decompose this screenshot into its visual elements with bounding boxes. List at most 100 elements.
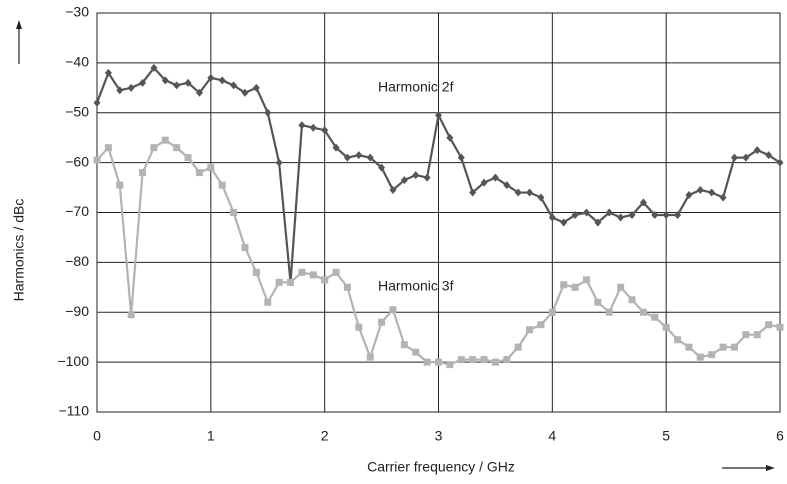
point — [696, 353, 704, 361]
point — [457, 356, 465, 364]
point — [230, 81, 238, 90]
point — [605, 308, 613, 316]
point — [753, 331, 761, 339]
point — [605, 208, 613, 217]
point — [503, 181, 511, 190]
point — [560, 218, 568, 227]
point — [776, 323, 784, 331]
point — [241, 88, 249, 97]
point — [480, 356, 488, 364]
point — [116, 86, 124, 95]
point — [628, 210, 636, 219]
y-tick-label: −60 — [65, 153, 89, 169]
point — [719, 343, 727, 351]
point — [514, 343, 522, 351]
x-tick-label: 1 — [207, 428, 215, 444]
point — [150, 63, 158, 72]
point — [389, 186, 397, 195]
point — [139, 78, 147, 87]
point — [435, 358, 442, 366]
point — [298, 268, 306, 276]
point — [127, 83, 135, 92]
point — [696, 186, 704, 195]
point — [457, 153, 465, 162]
x-tick-label: 3 — [435, 428, 443, 444]
point — [400, 176, 408, 185]
point — [378, 318, 386, 326]
point — [412, 171, 420, 180]
point — [195, 88, 203, 97]
x-tick-label: 5 — [662, 428, 670, 444]
point — [742, 153, 750, 162]
point — [742, 331, 750, 339]
point — [139, 169, 147, 177]
x-tick-label: 2 — [321, 428, 329, 444]
point — [104, 144, 112, 152]
point — [104, 68, 112, 77]
point — [184, 154, 192, 162]
point — [195, 169, 203, 177]
point — [207, 73, 215, 82]
point — [173, 81, 181, 90]
y-tick-label: −50 — [65, 103, 89, 119]
point — [355, 323, 363, 331]
point — [343, 153, 351, 162]
y-arrow — [16, 20, 22, 64]
y-tick-label: −90 — [65, 303, 89, 319]
point — [184, 78, 192, 87]
point — [753, 146, 761, 155]
point — [309, 123, 317, 132]
point — [446, 133, 454, 142]
point — [776, 158, 784, 167]
y-tick-label: −70 — [65, 203, 89, 219]
point — [150, 144, 158, 152]
point — [560, 281, 568, 289]
point — [343, 283, 351, 291]
point — [685, 343, 693, 351]
point — [730, 343, 738, 351]
point — [230, 209, 238, 216]
point — [366, 153, 374, 162]
point — [708, 351, 716, 359]
point — [514, 188, 522, 197]
point — [708, 188, 716, 197]
point — [423, 173, 431, 182]
point — [628, 296, 636, 304]
point — [207, 164, 215, 172]
x-tick-label: 4 — [548, 428, 556, 444]
point — [594, 298, 602, 306]
point — [662, 210, 670, 219]
point — [161, 136, 169, 144]
point — [264, 108, 272, 117]
point — [332, 268, 340, 276]
point — [161, 76, 169, 85]
point — [765, 321, 773, 329]
point — [503, 356, 511, 364]
point — [218, 76, 226, 85]
point — [537, 321, 545, 329]
point — [309, 271, 317, 279]
point — [252, 268, 260, 276]
x-tick-label: 0 — [93, 428, 101, 444]
point — [685, 191, 693, 200]
point — [571, 210, 579, 219]
point — [582, 276, 590, 284]
point — [469, 356, 477, 364]
point — [332, 143, 340, 152]
annotation: Harmonic 3f — [378, 278, 454, 294]
x-axis-label: Carrier frequency / GHz — [367, 459, 515, 475]
point — [127, 311, 135, 319]
point — [446, 361, 454, 369]
point — [275, 278, 283, 286]
point — [594, 218, 602, 227]
point — [491, 173, 499, 182]
point — [412, 348, 420, 356]
point — [378, 163, 386, 172]
point — [639, 308, 647, 316]
point — [252, 83, 260, 92]
point — [548, 308, 556, 316]
point — [548, 213, 556, 222]
point — [469, 188, 477, 197]
x-tick-label: 6 — [776, 428, 784, 444]
point — [480, 178, 488, 187]
